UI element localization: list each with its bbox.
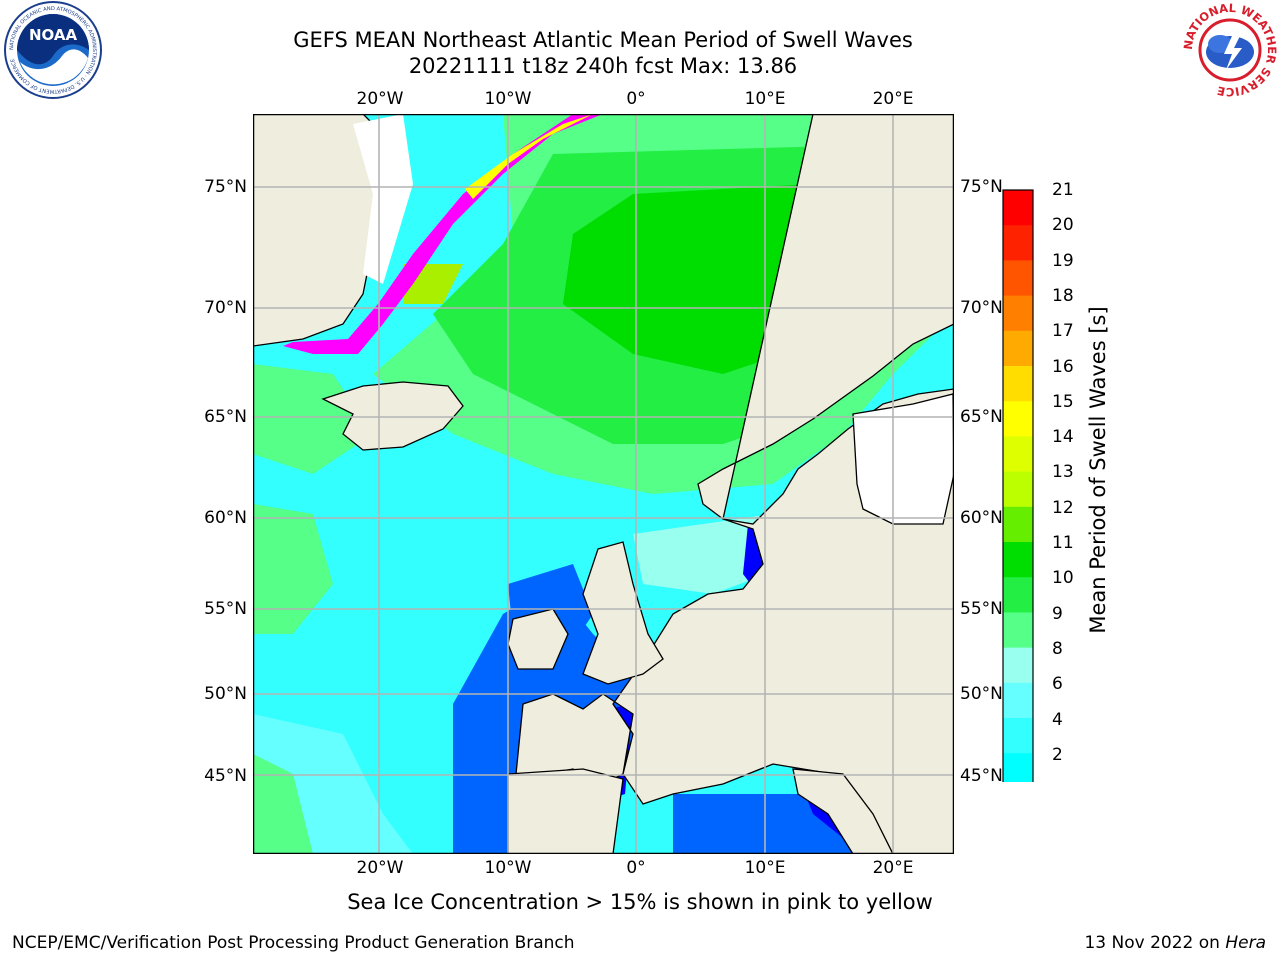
lat-label-right-60n: 60°N — [960, 508, 1003, 528]
colorbar-title: Mean Period of Swell Waves [s] — [1086, 306, 1110, 634]
swell-west-patch-2 — [253, 504, 333, 634]
footer-host: Hera — [1225, 933, 1266, 953]
map-title: GEFS MEAN Northeast Atlantic Mean Period… — [293, 28, 913, 52]
italy-landmass — [792, 768, 894, 854]
colorbar-tick-label: 16 — [1052, 356, 1074, 377]
colorbar-tick-label: 10 — [1052, 568, 1074, 589]
lon-label-bottom-20w: 20°W — [356, 858, 404, 878]
colorbar-tick-label: 21 — [1052, 180, 1074, 200]
colorbar-segment — [1003, 401, 1033, 437]
swell-southwest-green — [253, 754, 313, 854]
lon-label-bottom-10w: 10°W — [484, 858, 532, 878]
colorbar-segment — [1003, 753, 1033, 782]
nws-logo: NATIONAL WEATHER SERVICE — [1181, 1, 1279, 99]
lon-label-top-20w: 20°W — [356, 89, 404, 109]
colorbar-segment — [1003, 542, 1033, 578]
lat-label-right-55n: 55°N — [960, 599, 1003, 619]
lon-label-top-20e: 20°E — [872, 89, 914, 109]
colorbar-segment — [1003, 260, 1033, 297]
iceland-landmass — [321, 381, 464, 451]
lat-label-left-65n: 65°N — [204, 407, 247, 427]
lat-label-left-75n: 75°N — [204, 177, 247, 197]
colorbar-segment — [1003, 612, 1033, 649]
colorbar-tick-label: 15 — [1052, 391, 1074, 412]
swell-west-patch — [253, 364, 373, 474]
footer-branch: NCEP/EMC/Verification Post Processing Pr… — [12, 933, 575, 953]
colorbar-tick-label: 17 — [1052, 321, 1074, 342]
colorbar-segment — [1003, 330, 1033, 367]
lon-label-bottom-20e: 20°E — [872, 858, 914, 878]
colorbar-tick-label: 4 — [1052, 709, 1063, 730]
colorbar-tick-label: 18 — [1052, 285, 1074, 306]
noaa-logo-text: NOAA — [29, 26, 78, 44]
gulf-of-bothnia — [852, 393, 954, 525]
footer-date: 13 Nov 2022 on Hera — [1084, 933, 1266, 953]
colorbar-segment — [1003, 577, 1033, 613]
graticule — [253, 114, 954, 854]
lat-label-right-65n: 65°N — [960, 407, 1003, 427]
colorbar-segment — [1003, 295, 1033, 332]
lon-label-top-10e: 10°E — [744, 89, 786, 109]
map-plot — [253, 114, 954, 854]
lat-label-right-50n: 50°N — [960, 684, 1003, 704]
sea-ice-edge — [283, 114, 603, 354]
map-frame — [253, 114, 954, 854]
colorbar-segment — [1003, 190, 1033, 226]
lat-label-right-70n: 70°N — [960, 298, 1003, 318]
colorbar-tick-label: 12 — [1052, 497, 1074, 518]
footer-date-text: 13 Nov 2022 on — [1084, 933, 1220, 953]
lat-label-left-55n: 55°N — [204, 599, 247, 619]
colorbar-segment — [1003, 647, 1033, 684]
forecast-subtitle: 20221111 t18z 240h fcst Max: 13.86 — [408, 54, 798, 78]
lon-label-top-10w: 10°W — [484, 89, 532, 109]
lat-label-left-45n: 45°N — [204, 766, 247, 786]
colorbar-tick-label: 19 — [1052, 250, 1074, 271]
europe-landmass — [253, 114, 954, 854]
lat-label-right-75n: 75°N — [960, 177, 1003, 197]
colorbar-segment — [1003, 436, 1033, 473]
colorbar-tick-label: 14 — [1052, 427, 1074, 448]
colorbar-segment — [1003, 366, 1033, 402]
sea-ice-edge-yellow — [465, 114, 593, 199]
noaa-logo: NOAA NATIONAL OCEANIC AND ATMOSPHERIC AD… — [4, 1, 102, 99]
lon-label-bottom-10e: 10°E — [744, 858, 786, 878]
colorbar-tick-label: 13 — [1052, 462, 1074, 483]
colorbar-frame — [1002, 189, 1034, 782]
colorbar-tick-label: 9 — [1052, 603, 1063, 624]
colorbar-segment — [1003, 225, 1033, 261]
lat-label-left-60n: 60°N — [204, 508, 247, 528]
colorbar-tick-label: 8 — [1052, 638, 1063, 659]
colorbar-tick-label: 2 — [1052, 744, 1063, 765]
colorbar-segment — [1003, 682, 1033, 719]
colorbar-segment — [1003, 471, 1033, 508]
lat-label-left-70n: 70°N — [204, 298, 247, 318]
colorbar-segment — [1003, 506, 1033, 543]
greenland-ice-sheet — [353, 114, 413, 284]
colorbar-tick-label: 11 — [1052, 533, 1074, 553]
lat-label-left-50n: 50°N — [204, 684, 247, 704]
lon-label-top-0: 0° — [626, 89, 646, 109]
colorbar-segment — [1003, 718, 1033, 754]
lat-label-right-45n: 45°N — [960, 766, 1003, 786]
sea-ice-note: Sea Ice Concentration > 15% is shown in … — [347, 890, 933, 914]
colorbar-tick-label: 6 — [1052, 674, 1063, 695]
colorbar — [1002, 189, 1034, 782]
great-britain-landmass — [582, 541, 664, 685]
colorbar-tick-label: 20 — [1052, 215, 1074, 236]
lon-label-bottom-0: 0° — [626, 858, 646, 878]
iberia-landmass — [507, 768, 624, 854]
